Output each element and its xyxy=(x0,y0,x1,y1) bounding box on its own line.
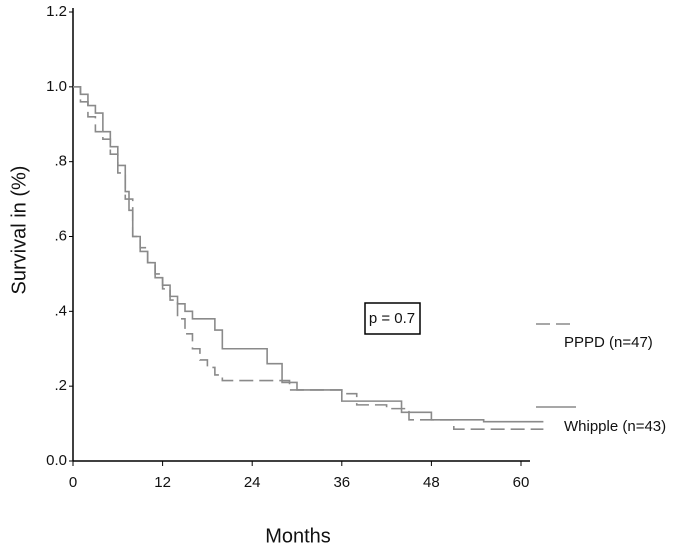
x-tick-label: 60 xyxy=(513,474,530,491)
y-tick-label: .6 xyxy=(54,227,67,244)
annotation-box xyxy=(364,302,421,335)
y-axis-label: Survival in (%) xyxy=(8,166,30,295)
x-axis-label: Months xyxy=(265,525,331,547)
annotation: p = 0.7 xyxy=(369,310,415,327)
y-tick-label: .2 xyxy=(54,377,67,394)
x-tick-label: 36 xyxy=(333,474,350,491)
survival-line xyxy=(73,86,544,430)
x-tick-label: 24 xyxy=(244,474,261,491)
y-tick-label: 0.0 xyxy=(46,452,67,469)
y-tick-label: 1.2 xyxy=(46,3,67,20)
y-tick-label: .4 xyxy=(54,302,67,319)
survival-line xyxy=(73,86,544,423)
y-tick-label: 1.0 xyxy=(46,78,67,95)
x-tick-label: 48 xyxy=(423,474,440,491)
legend-label: PPPD (n=47) xyxy=(564,334,653,351)
x-tick-label: 0 xyxy=(69,474,77,491)
legend-label: Whipple (n=43) xyxy=(564,418,666,435)
x-tick-label: 12 xyxy=(154,474,171,491)
y-tick-label: .8 xyxy=(54,153,67,170)
